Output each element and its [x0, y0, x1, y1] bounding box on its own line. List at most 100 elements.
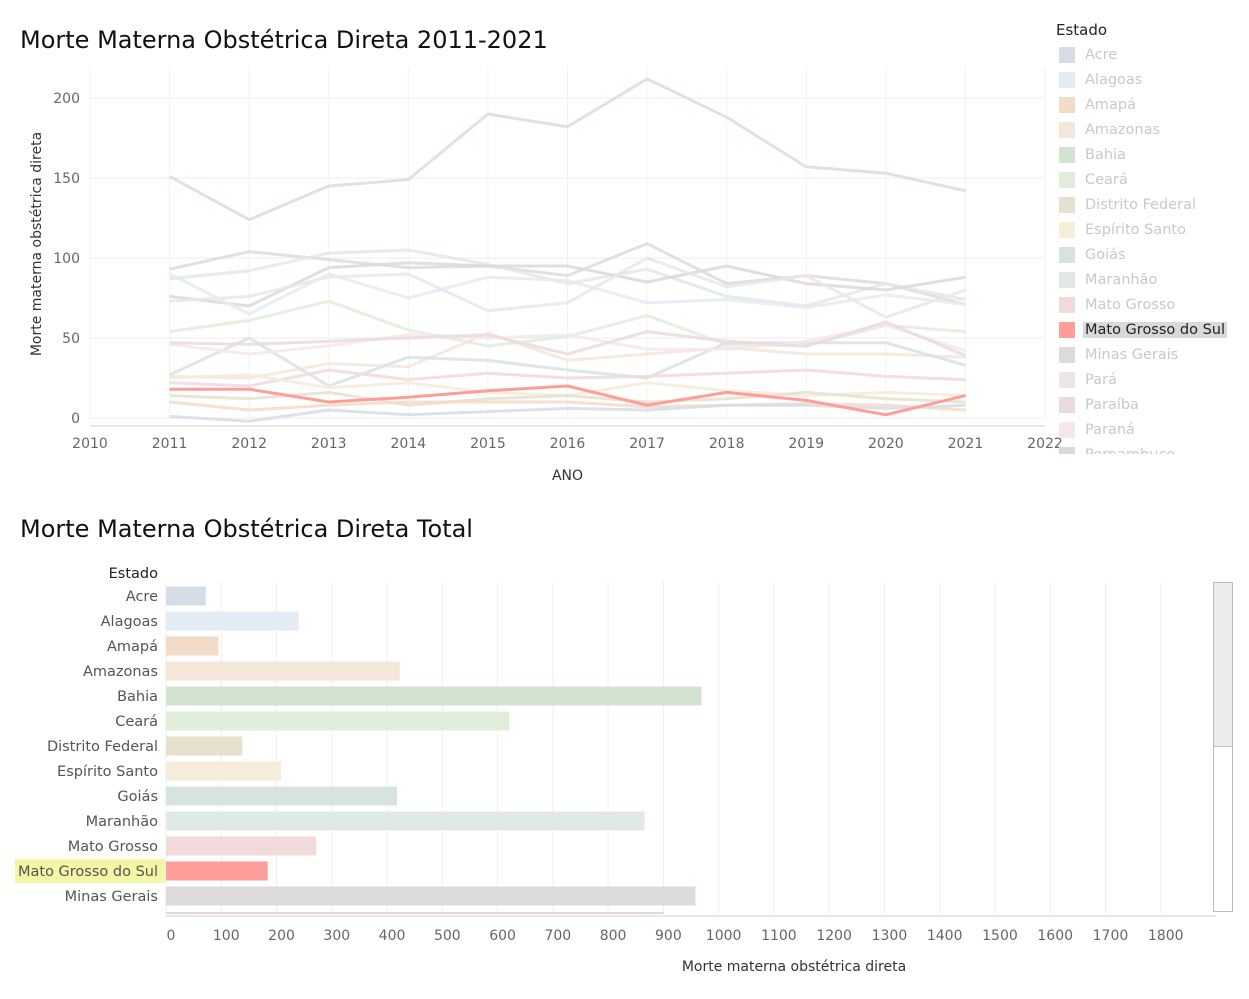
category-label-amazonas: Amazonas	[83, 664, 158, 680]
color-legend: Estado Acre Alagoas Amapá Amazonas Bahia Cear…	[1056, 18, 1246, 454]
legend-item-maranhao[interactable]: Maranhão	[1056, 267, 1246, 292]
series-line-mato-grosso[interactable]	[169, 368, 966, 388]
bar-acre[interactable]	[166, 586, 206, 606]
x-axis-title: ANO	[552, 468, 583, 484]
scrollbar-thumb[interactable]	[1214, 583, 1232, 747]
legend-swatch	[1059, 421, 1075, 438]
legend-item-bahia[interactable]: Bahia	[1056, 142, 1246, 167]
series-line-mato-grosso-do-sul[interactable]	[169, 384, 966, 417]
legend-swatch	[1059, 221, 1075, 238]
bar-amazonas[interactable]	[166, 661, 400, 681]
bar-distrito-federal[interactable]	[166, 736, 243, 756]
y-tick-label: 150	[53, 171, 80, 187]
line-chart: 0 50 100 150 200 2010 2011 2012 2013 2014 2015 2016…	[29, 66, 1063, 484]
y-tick-label: 200	[53, 91, 80, 107]
category-label-amapa: Amapá	[107, 639, 158, 655]
legend-item-minas-gerais[interactable]: Minas Gerais	[1056, 342, 1246, 367]
legend-item-mato-grosso-do-sul[interactable]: Mato Grosso do Sul	[1056, 317, 1246, 342]
bar-mato-grosso-do-sul[interactable]	[166, 861, 268, 881]
bar-bahia[interactable]	[166, 686, 702, 706]
vertical-scrollbar[interactable]	[1213, 582, 1233, 912]
legend-label: Minas Gerais	[1085, 346, 1179, 363]
legend-item-ceara[interactable]: Ceará	[1056, 167, 1246, 192]
legend-swatch	[1059, 46, 1075, 63]
legend-item-parana[interactable]: Paraná	[1056, 417, 1246, 442]
legend-label: Amapá	[1085, 96, 1137, 113]
x-tick-label: 2011	[152, 436, 188, 452]
category-label-distrito-federal: Distrito Federal	[47, 739, 158, 755]
bar-goias[interactable]	[166, 786, 397, 806]
legend-item-amapa[interactable]: Amapá	[1056, 92, 1246, 117]
series-line-minas-gerais[interactable]	[169, 242, 966, 306]
bar-ceara[interactable]	[166, 711, 510, 731]
y-axis-title: Morte materna obstétrica direta	[29, 132, 45, 356]
legend-swatch	[1059, 371, 1075, 388]
legend-label: Paraná	[1085, 421, 1135, 438]
legend-item-goias[interactable]: Goiás	[1056, 242, 1246, 267]
x-tick-label: 2019	[788, 436, 824, 452]
series-line-pernambuco[interactable]	[169, 261, 966, 308]
series-line-bahia[interactable]	[168, 77, 966, 222]
x-tick-label: 300	[323, 928, 350, 944]
bar-amapa[interactable]	[166, 636, 219, 656]
y-tick-label: 100	[53, 251, 80, 267]
x-tick-label: 2021	[948, 436, 984, 452]
legend-item-distrito-federal[interactable]: Distrito Federal	[1056, 192, 1246, 217]
bar-minas-gerais[interactable]	[166, 886, 696, 906]
x-tick-label: 2012	[231, 436, 267, 452]
legend-swatch	[1059, 171, 1075, 188]
category-header: Estado	[109, 566, 158, 582]
x-tick-label: 200	[268, 928, 295, 944]
x-tick-label: 800	[600, 928, 627, 944]
bar-mato-grosso[interactable]	[166, 836, 317, 856]
legend-label: Mato Grosso	[1085, 296, 1176, 313]
y-tick-label: 0	[71, 411, 80, 427]
legend-label: Distrito Federal	[1085, 196, 1197, 213]
legend-swatch	[1059, 346, 1075, 363]
x-tick-label: 1600	[1037, 928, 1073, 944]
legend-item-paraiba[interactable]: Paraíba	[1056, 392, 1246, 417]
bar-espirito-santo[interactable]	[166, 761, 281, 781]
category-label-acre: Acre	[126, 589, 158, 605]
legend-label: Pará	[1085, 371, 1117, 388]
legend-item-amazonas[interactable]: Amazonas	[1056, 117, 1246, 142]
legend-item-mato-grosso[interactable]: Mato Grosso	[1056, 292, 1246, 317]
x-tick-label: 700	[544, 928, 571, 944]
legend-item-pernambuco[interactable]: Pernambuco	[1056, 442, 1246, 454]
x-tick-label: 1200	[816, 928, 852, 944]
series-line-alagoas[interactable]	[168, 272, 966, 316]
series-line-para[interactable]	[169, 256, 966, 319]
bar-alagoas[interactable]	[166, 611, 299, 631]
x-tick-label: 2020	[868, 436, 904, 452]
legend-label: Paraíba	[1085, 396, 1139, 413]
category-label-espirito-santo: Espírito Santo	[57, 764, 158, 780]
series-line-goias[interactable]	[168, 336, 966, 388]
legend-item-para[interactable]: Pará	[1056, 367, 1246, 392]
x-tick-label: 2016	[550, 436, 586, 452]
legend-item-alagoas[interactable]: Alagoas	[1056, 67, 1246, 92]
category-label-mato-grosso-do-sul: Mato Grosso do Sul	[18, 864, 158, 880]
series-line-maranhao[interactable]	[169, 248, 966, 308]
x-tick-label: 2022	[1027, 436, 1063, 452]
legend-label: Pernambuco	[1083, 447, 1177, 455]
category-label-ceara: Ceará	[115, 714, 158, 730]
series-line-paraiba[interactable]	[169, 320, 967, 357]
category-label-mato-grosso: Mato Grosso	[68, 839, 158, 855]
series-line-parana[interactable]	[169, 323, 966, 356]
x-tick-label: 2014	[391, 436, 427, 452]
x-tick-label: 1700	[1093, 928, 1129, 944]
x-tick-label: 1000	[706, 928, 742, 944]
category-label-bahia: Bahia	[117, 689, 158, 705]
legend-item-acre[interactable]: Acre	[1056, 42, 1246, 67]
bar-maranhao[interactable]	[166, 811, 645, 831]
series-line-distrito-federal[interactable]	[169, 390, 966, 407]
legend-swatch	[1059, 446, 1075, 454]
x-tick-label: 600	[489, 928, 516, 944]
legend-swatch	[1059, 296, 1075, 313]
legend-label: Acre	[1085, 46, 1118, 63]
legend-item-espirito-santo[interactable]: Espírito Santo	[1056, 217, 1246, 242]
legend-swatch	[1059, 246, 1075, 263]
legend-label: Goiás	[1085, 246, 1126, 263]
highlight-label-bg	[15, 859, 165, 883]
